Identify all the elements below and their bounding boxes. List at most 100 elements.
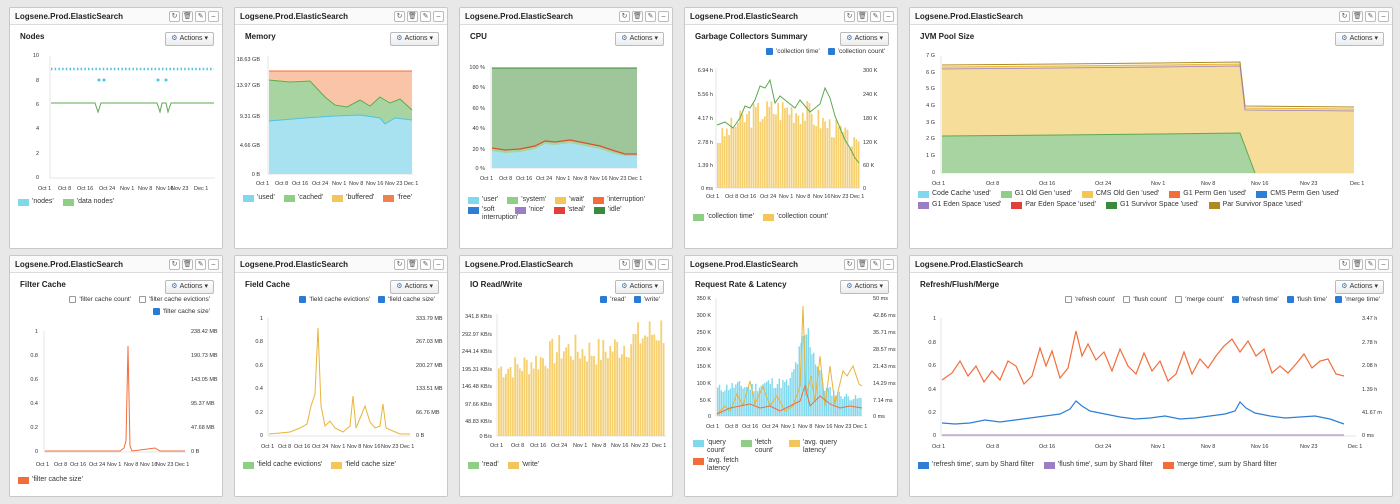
legend-item[interactable]: G1 Survivor Space 'used'	[1106, 201, 1199, 209]
edit-icon[interactable]: ✎	[420, 10, 431, 22]
legend-item[interactable]: 'data nodes'	[62, 198, 114, 206]
edit-icon[interactable]: ✎	[195, 258, 206, 270]
trash-icon[interactable]: 🗑	[632, 10, 643, 22]
refresh-icon[interactable]: ↻	[169, 258, 180, 270]
trash-icon[interactable]: 🗑	[1352, 10, 1363, 22]
refresh-icon[interactable]: ↻	[1339, 258, 1350, 270]
legend-item[interactable]: 'write'	[507, 461, 539, 469]
edit-icon[interactable]: ✎	[195, 10, 206, 22]
legend-item[interactable]: 'query count'	[693, 439, 737, 455]
edit-icon[interactable]: ✎	[420, 258, 431, 270]
actions-button[interactable]: ⚙ Actions ▾	[390, 280, 439, 294]
edit-icon[interactable]: ✎	[870, 10, 881, 22]
legend-item[interactable]: G1 Perm Gen 'used'	[1169, 190, 1246, 198]
legend-item[interactable]: 'filter cache size'	[18, 476, 83, 484]
legend-item[interactable]: CMS Old Gen 'used'	[1081, 190, 1159, 198]
minimize-icon[interactable]: –	[658, 258, 669, 270]
minimize-icon[interactable]: –	[883, 258, 894, 270]
minimize-icon[interactable]: –	[208, 10, 219, 22]
legend-item[interactable]: 'interruption'	[593, 196, 645, 204]
series-checkbox[interactable]: 'filter cache size'	[152, 308, 210, 315]
legend-item[interactable]: Par Survivor Space 'used'	[1208, 201, 1303, 209]
legend-item[interactable]: G1 Eden Space 'used'	[918, 201, 1001, 209]
series-checkbox[interactable]: 'flush count'	[1123, 296, 1167, 303]
legend-item[interactable]: 'collection count'	[763, 213, 828, 221]
minimize-icon[interactable]: –	[208, 258, 219, 270]
series-checkbox[interactable]: 'filter cache evictions'	[138, 296, 210, 303]
series-checkbox[interactable]: 'collection count'	[827, 48, 885, 55]
legend-item[interactable]: Par Eden Space 'used'	[1011, 201, 1096, 209]
series-checkbox[interactable]: 'field cache evictions'	[299, 296, 370, 303]
legend-item[interactable]: 'collection time'	[693, 213, 754, 221]
series-checkbox[interactable]: 'field cache size'	[378, 296, 435, 303]
actions-button[interactable]: ⚙ Actions ▾	[165, 280, 214, 294]
legend-item[interactable]: 'free'	[383, 194, 412, 202]
actions-button[interactable]: ⚙ Actions ▾	[165, 32, 214, 46]
legend-item[interactable]: 'read'	[468, 461, 499, 469]
legend-item[interactable]: 'soft interruption'	[468, 206, 518, 222]
series-checkbox[interactable]: 'collection time'	[766, 48, 820, 55]
minimize-icon[interactable]: –	[883, 10, 894, 22]
minimize-icon[interactable]: –	[1378, 10, 1389, 22]
refresh-icon[interactable]: ↻	[844, 10, 855, 22]
trash-icon[interactable]: 🗑	[1352, 258, 1363, 270]
actions-button[interactable]: ⚙ Actions ▾	[615, 32, 664, 46]
actions-button[interactable]: ⚙ Actions ▾	[840, 32, 889, 46]
series-checkbox[interactable]: 'refresh count'	[1064, 296, 1115, 303]
minimize-icon[interactable]: –	[1378, 258, 1389, 270]
edit-icon[interactable]: ✎	[645, 10, 656, 22]
legend-item[interactable]: 'used'	[243, 194, 275, 202]
refresh-icon[interactable]: ↻	[619, 258, 630, 270]
series-checkbox[interactable]: 'write'	[633, 296, 660, 303]
refresh-icon[interactable]: ↻	[619, 10, 630, 22]
legend-item[interactable]: CMS Perm Gen 'used'	[1256, 190, 1339, 198]
legend-item[interactable]: 'flush time', sum by Shard filter	[1043, 461, 1153, 469]
trash-icon[interactable]: 🗑	[182, 10, 193, 22]
series-checkbox[interactable]: 'flush time'	[1286, 296, 1327, 303]
actions-button[interactable]: ⚙ Actions ▾	[1335, 32, 1384, 46]
legend-item[interactable]: 'wait'	[555, 196, 584, 204]
legend-item[interactable]: 'field cache size'	[331, 461, 396, 469]
legend-item[interactable]: G1 Old Gen 'used'	[1000, 190, 1072, 198]
series-checkbox[interactable]: 'merge count'	[1175, 296, 1224, 303]
legend-item[interactable]: 'cached'	[283, 194, 323, 202]
legend-item[interactable]: 'field cache evictions'	[243, 461, 322, 469]
actions-button[interactable]: ⚙ Actions ▾	[840, 280, 889, 294]
edit-icon[interactable]: ✎	[1365, 258, 1376, 270]
actions-button[interactable]: ⚙ Actions ▾	[1335, 280, 1384, 294]
legend-item[interactable]: 'nodes'	[18, 198, 54, 206]
edit-icon[interactable]: ✎	[1365, 10, 1376, 22]
legend-item[interactable]: 'merge time', sum by Shard filter	[1162, 461, 1277, 469]
minimize-icon[interactable]: –	[433, 258, 444, 270]
actions-button[interactable]: ⚙ Actions ▾	[615, 280, 664, 294]
legend-item[interactable]: 'avg. fetch latency'	[693, 457, 745, 473]
legend-item[interactable]: Code Cache 'used'	[918, 190, 991, 198]
edit-icon[interactable]: ✎	[645, 258, 656, 270]
trash-icon[interactable]: 🗑	[632, 258, 643, 270]
legend-item[interactable]: 'fetch count'	[741, 439, 785, 455]
trash-icon[interactable]: 🗑	[407, 10, 418, 22]
legend-item[interactable]: 'user'	[468, 196, 498, 204]
edit-icon[interactable]: ✎	[870, 258, 881, 270]
series-checkbox[interactable]: 'refresh time'	[1231, 296, 1279, 303]
minimize-icon[interactable]: –	[433, 10, 444, 22]
minimize-icon[interactable]: –	[658, 10, 669, 22]
series-checkbox[interactable]: 'filter cache count'	[69, 296, 131, 303]
legend-item[interactable]: 'refresh time', sum by Shard filter	[918, 461, 1034, 469]
refresh-icon[interactable]: ↻	[394, 258, 405, 270]
series-checkbox[interactable]: 'merge time'	[1335, 296, 1380, 303]
legend-item[interactable]: 'buffered'	[332, 194, 374, 202]
trash-icon[interactable]: 🗑	[182, 258, 193, 270]
refresh-icon[interactable]: ↻	[1339, 10, 1350, 22]
actions-button[interactable]: ⚙ Actions ▾	[390, 32, 439, 46]
legend-item[interactable]: 'idle'	[593, 206, 622, 222]
refresh-icon[interactable]: ↻	[394, 10, 405, 22]
refresh-icon[interactable]: ↻	[844, 258, 855, 270]
trash-icon[interactable]: 🗑	[857, 10, 868, 22]
legend-item[interactable]: 'system'	[507, 196, 546, 204]
trash-icon[interactable]: 🗑	[407, 258, 418, 270]
series-checkbox[interactable]: 'read'	[600, 296, 626, 303]
refresh-icon[interactable]: ↻	[169, 10, 180, 22]
legend-item[interactable]: 'nice'	[515, 206, 545, 222]
legend-item[interactable]: 'avg. query latency'	[789, 439, 841, 455]
